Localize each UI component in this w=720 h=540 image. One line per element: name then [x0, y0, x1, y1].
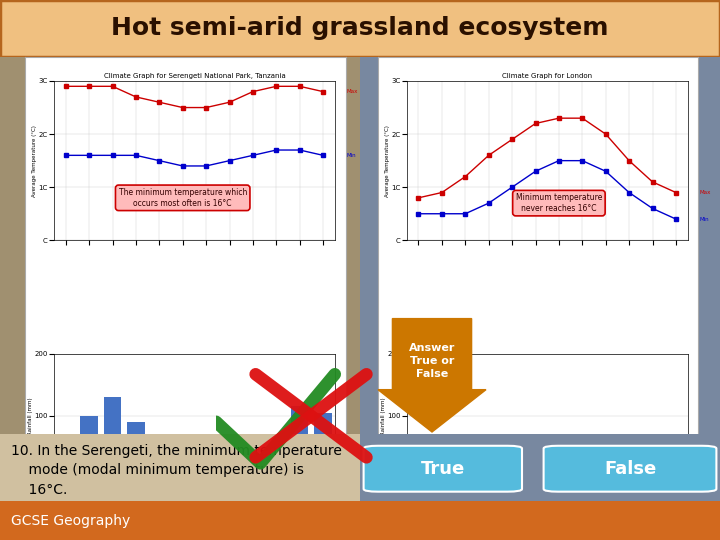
Bar	[221, 472, 238, 478]
Bar	[315, 413, 332, 478]
Title: Climate Graph for London: Climate Graph for London	[502, 73, 593, 79]
Bar	[57, 434, 74, 478]
Bar	[81, 416, 98, 478]
Y-axis label: Rainfall (mm): Rainfall (mm)	[381, 397, 386, 435]
Bar	[410, 450, 427, 478]
Bar	[127, 422, 145, 478]
Bar	[621, 441, 638, 478]
Text: Answer
True or
False: Answer True or False	[409, 343, 455, 379]
Bar	[104, 397, 121, 478]
Text: 10. In the Serengeti, the minimum temperature
    mode (modal minimum temperatur: 10. In the Serengeti, the minimum temper…	[11, 444, 342, 497]
Title: Climate Graph for Serengeti National Park, Tanzania: Climate Graph for Serengeti National Par…	[104, 73, 285, 79]
Bar	[150, 459, 168, 478]
Y-axis label: Rainfall (mm): Rainfall (mm)	[28, 397, 33, 435]
Text: The minimum temperature which
occurs most often is 16°C: The minimum temperature which occurs mos…	[119, 188, 247, 207]
Bar	[550, 444, 567, 478]
FancyBboxPatch shape	[364, 446, 522, 491]
Bar	[291, 407, 308, 478]
Text: Min: Min	[699, 217, 709, 221]
Bar	[527, 447, 544, 478]
Bar	[456, 450, 474, 478]
Y-axis label: Average Temperature (°C): Average Temperature (°C)	[385, 125, 390, 197]
Text: Hot semi-arid grassland ecosystem: Hot semi-arid grassland ecosystem	[112, 16, 608, 40]
Text: Max: Max	[699, 190, 711, 195]
Bar	[197, 472, 215, 478]
X-axis label: Months: Months	[534, 493, 560, 499]
Bar	[433, 450, 451, 478]
Y-axis label: Average Temperature (°C): Average Temperature (°C)	[32, 125, 37, 197]
Bar	[480, 450, 498, 478]
Bar	[597, 447, 614, 478]
X-axis label: Months: Months	[181, 493, 207, 499]
Text: Min: Min	[346, 153, 356, 158]
Text: True: True	[420, 460, 465, 478]
Bar	[244, 441, 261, 478]
FancyBboxPatch shape	[544, 446, 716, 491]
Text: Max: Max	[346, 89, 358, 94]
FancyArrow shape	[378, 319, 486, 432]
Text: False: False	[604, 460, 656, 478]
Bar	[503, 447, 521, 478]
Bar	[574, 447, 591, 478]
Bar	[644, 444, 661, 478]
Bar	[174, 469, 192, 478]
Text: Minimum temperature
never reaches 16°C: Minimum temperature never reaches 16°C	[516, 193, 602, 213]
Bar	[667, 447, 685, 478]
Text: GCSE Geography: GCSE Geography	[11, 514, 130, 528]
Bar	[268, 459, 285, 478]
